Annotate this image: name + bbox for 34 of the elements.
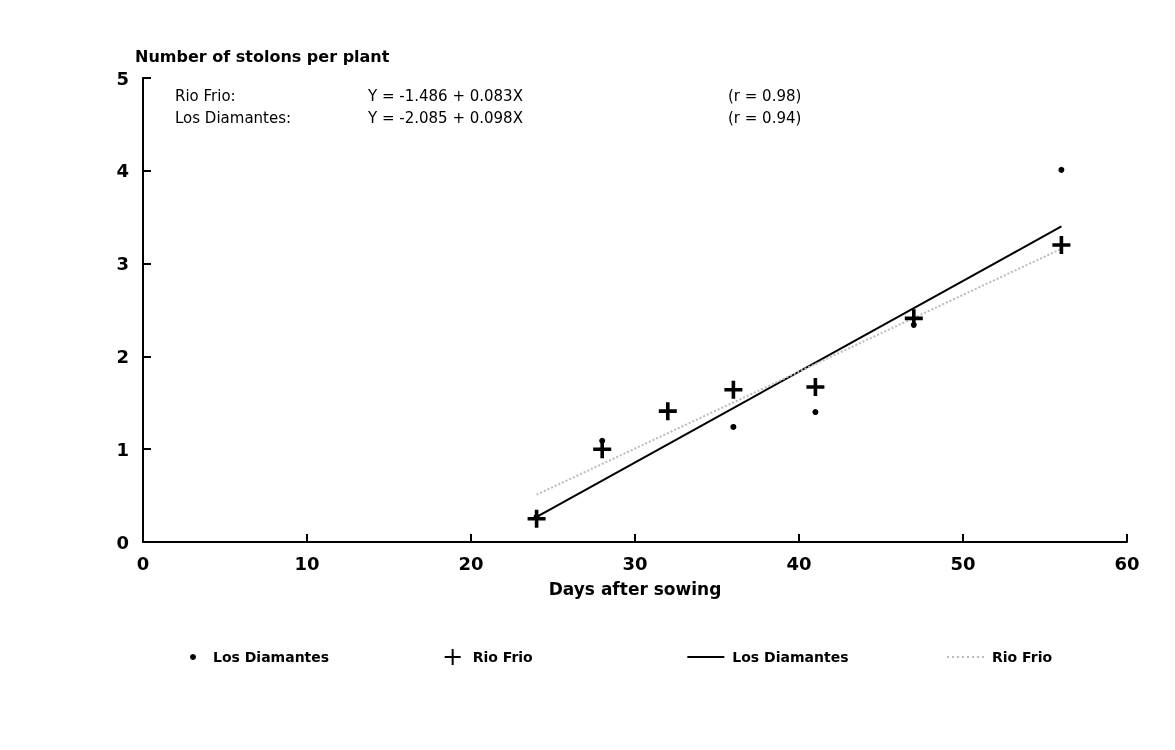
x-tick-label: 60: [1114, 552, 1140, 574]
y-tick-label: 5: [116, 67, 129, 89]
point: [1058, 166, 1065, 173]
x-tick-label: 50: [950, 552, 976, 574]
x-tick-label: 0: [136, 552, 150, 574]
y-tick-label: 2: [116, 345, 129, 367]
y-tick-label: 3: [116, 253, 129, 275]
x-tick-label: 10: [294, 552, 320, 574]
y-axis-title: Number of stolons per plant: [135, 46, 390, 66]
x-axis-title: Days after sowing: [548, 578, 722, 599]
point: [599, 437, 606, 444]
x-tick-label: 20: [458, 552, 484, 574]
point: [1052, 236, 1071, 255]
y-tick-label: 1: [116, 438, 129, 460]
point: [724, 380, 743, 399]
legend-label: Los Diamantes: [732, 649, 849, 665]
point: [806, 378, 825, 397]
x-tick-label: 30: [622, 552, 648, 574]
annotation: (r = 0.98): [728, 86, 802, 105]
annotation: Y = -1.486 + 0.083X: [367, 86, 523, 105]
annotation: Y = -2.085 + 0.098X: [367, 108, 523, 127]
annotation: Rio Frio:: [175, 86, 236, 105]
point: [658, 402, 677, 421]
y-tick-label: 0: [116, 531, 129, 553]
point: [812, 409, 819, 416]
y-tick-label: 4: [116, 160, 129, 182]
annotation: (r = 0.94): [728, 108, 802, 127]
annotation: Los Diamantes:: [175, 108, 292, 127]
x-tick-label: 40: [786, 552, 812, 574]
point: [730, 423, 737, 430]
legend-label: Los Diamantes: [213, 649, 330, 665]
point: [910, 321, 917, 328]
legend-label: Rio Frio: [992, 649, 1053, 665]
legend-label: Rio Frio: [472, 649, 534, 665]
